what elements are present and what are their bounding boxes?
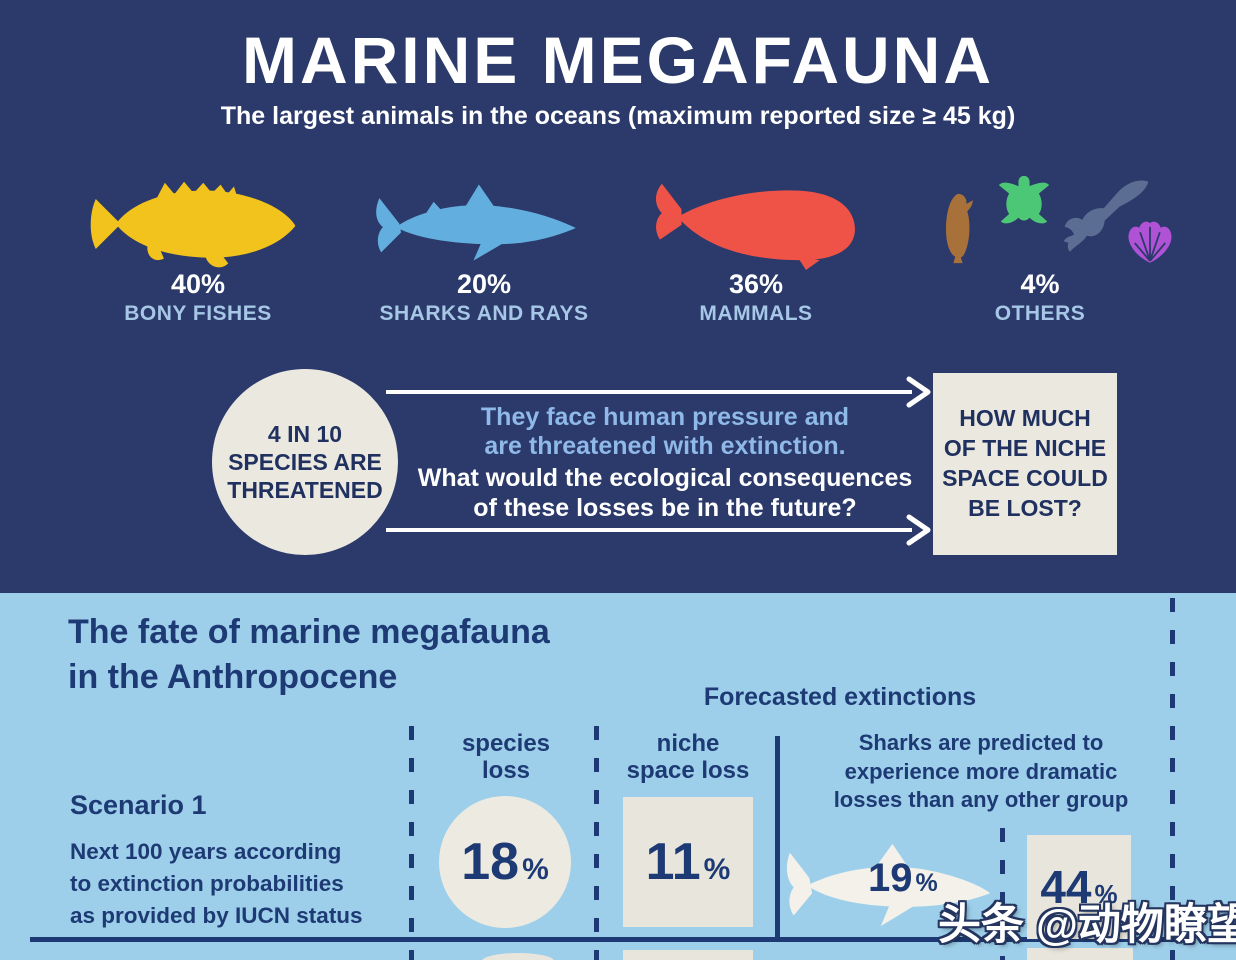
threatened-line-2: SPECIES ARE xyxy=(228,448,382,475)
squid-icon xyxy=(1063,180,1149,252)
niche-box-line-2: OF THE NICHE xyxy=(943,435,1107,462)
others-percent: 4% xyxy=(1020,269,1060,299)
forecast-subheading: Forecasted extinctions xyxy=(703,683,977,711)
dashed-divider-3 xyxy=(1000,828,1005,960)
mammals-label: MAMMALS xyxy=(699,302,813,325)
threatened-line-3: THREATENED xyxy=(227,477,383,504)
others-label: OTHERS xyxy=(994,302,1086,325)
question-line-2: of these losses be in the future? xyxy=(473,494,857,522)
forecast-heading-line-2: in the Anthropocene xyxy=(68,657,398,696)
species-loss-stat-circle: 18 % xyxy=(439,796,571,928)
shark-species-loss-number: 19 xyxy=(868,856,913,900)
shark-icon xyxy=(376,184,576,261)
scenario-1-desc-line-1: Next 100 years according xyxy=(70,839,342,864)
bony-fishes-label: BONY FISHES xyxy=(124,302,272,325)
solid-divider xyxy=(775,736,780,939)
pressure-line-2: are threatened with extinction. xyxy=(484,432,846,460)
arrow-line-bottom xyxy=(386,528,912,532)
penguin-icon xyxy=(946,193,973,264)
threatened-circle-badge: 4 IN 10 SPECIES ARE THREATENED xyxy=(212,369,398,555)
shark-species-loss-unit: % xyxy=(915,869,938,897)
page-title: MARINE MEGAFAUNA xyxy=(242,23,994,97)
species-loss-line-2: loss xyxy=(481,756,531,784)
arrow-head-top-icon xyxy=(906,376,931,408)
dashed-divider-2 xyxy=(594,726,599,960)
shark-niche-loss-value: 44 % xyxy=(1040,860,1117,914)
scenario-1-desc-line-2: to extinction probabilities xyxy=(70,870,344,896)
niche-box-line-1: HOW MUCH xyxy=(959,405,1091,432)
group-bony-fishes: 40% BONY FISHES xyxy=(88,270,308,327)
sharks-prediction-note: Sharks are predicted to experience more … xyxy=(795,729,1167,815)
niche-loss-stat-square: 11 % xyxy=(623,797,753,927)
forecast-shark-icon xyxy=(786,843,991,927)
sharks-note-line-3: losses than any other group xyxy=(833,787,1129,813)
bony-fishes-percent: 40% xyxy=(170,269,226,299)
shark-niche-loss-number: 44 xyxy=(1040,861,1092,913)
next-row-square-peek-2 xyxy=(1027,948,1133,960)
column-header-species-loss: species loss xyxy=(420,730,592,785)
niche-loss-line-1: niche xyxy=(656,730,720,757)
group-sharks-rays: 20% SHARKS AND RAYS xyxy=(372,270,596,327)
species-loss-line-1: species xyxy=(461,730,551,757)
toutiao-watermark: 头条 @动物瞭望塔 xyxy=(938,901,1236,949)
sharks-note-line-2: experience more dramatic xyxy=(844,758,1118,784)
scallop-shell-icon xyxy=(1128,221,1172,263)
scenario-1-description: Next 100 years according to extinction p… xyxy=(70,836,390,932)
next-row-circle-peek xyxy=(482,953,554,960)
arrow-head-bottom-icon xyxy=(906,514,931,546)
niche-loss-line-2: space loss xyxy=(626,756,750,784)
niche-loss-unit: % xyxy=(703,853,731,886)
mammals-percent: 36% xyxy=(728,269,784,299)
column-header-niche-space-loss: niche space loss xyxy=(604,730,772,785)
species-loss-unit: % xyxy=(522,853,549,886)
shark-niche-loss-stat-square: 44 % xyxy=(1027,835,1131,939)
top-section: MARINE MEGAFAUNA The largest animals in … xyxy=(0,0,1236,593)
niche-loss-value: 11 % xyxy=(646,832,731,892)
dashed-divider-1 xyxy=(409,726,414,960)
page-subtitle: The largest animals in the oceans (maxim… xyxy=(220,102,1016,130)
threatened-line-1: 4 IN 10 xyxy=(267,420,343,447)
sharks-note-line-1: Sharks are predicted to xyxy=(858,730,1104,755)
niche-box-line-4: BE LOST? xyxy=(968,494,1082,521)
scenario-1-title: Scenario 1 xyxy=(70,790,207,820)
sharks-rays-label: SHARKS AND RAYS xyxy=(379,302,589,325)
forecast-heading-line-1: The fate of marine megafauna xyxy=(68,613,550,651)
next-row-square-peek-1 xyxy=(623,950,753,960)
forecast-heading: The fate of marine megafauna in the Anth… xyxy=(68,610,728,700)
sperm-whale-icon xyxy=(656,183,855,270)
scenario-row-divider xyxy=(30,937,1192,942)
shark-species-loss-value: 19 % xyxy=(868,856,938,901)
shark-niche-loss-unit: % xyxy=(1094,879,1118,909)
arrow-line-top xyxy=(386,390,912,394)
group-others: 4% OTHERS xyxy=(930,270,1150,327)
question-line-1: What would the ecological consequences xyxy=(417,464,913,492)
scenario-1-desc-line-3: as provided by IUCN status xyxy=(70,902,363,928)
sharks-rays-percent: 20% xyxy=(456,269,512,299)
pressure-line-1: They face human pressure and xyxy=(480,403,850,431)
niche-space-question-box: HOW MUCH OF THE NICHE SPACE COULD BE LOS… xyxy=(933,373,1117,555)
group-mammals: 36% MAMMALS xyxy=(650,270,862,327)
bony-fish-icon xyxy=(90,181,296,268)
human-pressure-text: They face human pressure and are threate… xyxy=(405,403,925,461)
niche-box-line-3: SPACE COULD xyxy=(942,465,1108,491)
species-loss-value: 18 % xyxy=(461,832,549,892)
dashed-divider-4 xyxy=(1170,598,1175,960)
species-loss-number: 18 xyxy=(461,833,520,891)
niche-loss-number: 11 xyxy=(645,833,701,891)
sea-turtle-icon xyxy=(998,175,1050,224)
ecological-question-text: What would the ecological consequences o… xyxy=(385,463,945,523)
